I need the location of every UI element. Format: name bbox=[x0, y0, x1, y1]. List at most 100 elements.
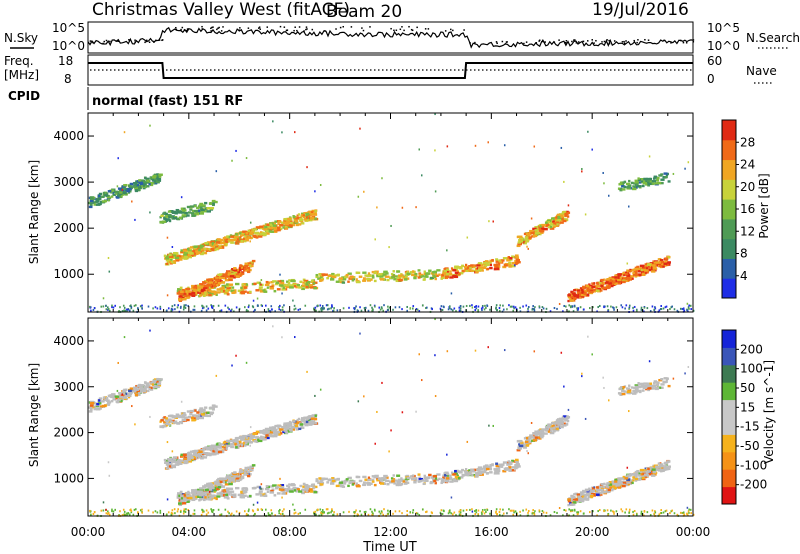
velocity-cell bbox=[261, 436, 265, 439]
power-colorbar-tick-label: 28 bbox=[740, 135, 755, 149]
velocity-cell bbox=[516, 465, 521, 468]
velocity-cell bbox=[103, 397, 107, 401]
power-cell bbox=[388, 306, 391, 309]
power-colorbar-color-step bbox=[722, 199, 736, 220]
velocity-cell bbox=[89, 406, 93, 410]
power-cell bbox=[450, 292, 453, 295]
velocity-cell bbox=[284, 426, 290, 430]
velocity-cell bbox=[191, 457, 194, 461]
velocity-cell bbox=[375, 477, 380, 480]
velocity-cell bbox=[275, 431, 281, 434]
velocity-cell bbox=[98, 402, 102, 405]
power-cell bbox=[549, 227, 555, 230]
power-cell bbox=[116, 185, 119, 188]
velocity-cell bbox=[241, 487, 245, 490]
power-cell bbox=[300, 222, 305, 225]
velocity-cell bbox=[114, 395, 120, 398]
noise-search-dot bbox=[186, 28, 189, 30]
velocity-cell bbox=[562, 424, 567, 427]
power-cell bbox=[129, 182, 134, 186]
velocity-cell bbox=[181, 500, 186, 504]
power-cell bbox=[655, 261, 659, 264]
velocity-cell bbox=[442, 476, 446, 480]
velocity-cell bbox=[277, 484, 282, 487]
noise-search-dot bbox=[201, 25, 203, 28]
velocity-cell bbox=[520, 441, 524, 444]
power-cell bbox=[348, 306, 350, 309]
velocity-cell bbox=[246, 435, 251, 439]
power-cell bbox=[364, 306, 367, 309]
power-cell bbox=[221, 245, 225, 249]
power-cell bbox=[409, 307, 412, 310]
velocity-cell bbox=[208, 406, 214, 410]
power-cell bbox=[452, 269, 457, 272]
power-cell bbox=[321, 307, 324, 310]
power-cell bbox=[269, 222, 274, 225]
power-cell bbox=[379, 278, 385, 281]
power-cell bbox=[402, 276, 407, 279]
power-cell bbox=[605, 281, 609, 284]
velocity-cell bbox=[255, 436, 260, 439]
velocity-cell bbox=[256, 485, 262, 489]
velocity-cell bbox=[238, 470, 243, 474]
power-cell bbox=[294, 216, 300, 220]
noise-search-dot bbox=[608, 39, 610, 42]
velocity-cell bbox=[648, 473, 653, 476]
power-cell bbox=[251, 259, 256, 263]
power-cell bbox=[240, 286, 243, 289]
power-cell bbox=[411, 307, 414, 310]
velocity-cell bbox=[215, 497, 218, 501]
power-cell bbox=[226, 275, 231, 278]
velocity-cell bbox=[621, 483, 626, 487]
power-colorbar-color-step bbox=[722, 139, 736, 161]
power-cell bbox=[135, 304, 137, 307]
velocity-cell bbox=[300, 418, 304, 421]
power-colorbar-tick-label: 16 bbox=[740, 202, 755, 216]
velocity-cell bbox=[489, 467, 493, 471]
power-cell bbox=[107, 190, 112, 193]
power-cell bbox=[269, 287, 275, 290]
power-cell bbox=[182, 297, 187, 301]
velocity-cell bbox=[265, 485, 269, 488]
velocity-cell bbox=[398, 483, 403, 486]
power-cell bbox=[534, 229, 538, 232]
power-cell bbox=[165, 262, 169, 266]
power-cell bbox=[659, 259, 664, 262]
velocity-cell bbox=[221, 449, 225, 453]
power-cell bbox=[208, 281, 214, 284]
velocity-cell bbox=[313, 416, 317, 420]
velocity-cell bbox=[483, 468, 488, 472]
power-cell bbox=[260, 279, 263, 282]
power-cell bbox=[224, 274, 228, 278]
noise-search-dot bbox=[161, 39, 163, 42]
power-cell bbox=[622, 277, 628, 280]
velocity-cell bbox=[198, 498, 203, 501]
power-cell bbox=[198, 248, 201, 252]
power-cell bbox=[634, 179, 639, 182]
power-cell bbox=[180, 305, 182, 308]
velocity-cell bbox=[103, 396, 108, 399]
power-cell bbox=[473, 264, 477, 267]
velocity-cell bbox=[305, 417, 310, 420]
power-colorbar-color-step bbox=[722, 258, 736, 279]
power-cell bbox=[299, 308, 301, 311]
power-cell bbox=[660, 305, 663, 308]
power-cell bbox=[149, 211, 151, 214]
power-cell bbox=[546, 223, 550, 226]
velocity-cell bbox=[208, 446, 212, 449]
velocity-cell bbox=[247, 440, 251, 443]
velocity-cell bbox=[230, 445, 234, 449]
power-cell bbox=[217, 281, 222, 285]
velocity-cell bbox=[191, 489, 195, 492]
power-cell bbox=[248, 304, 250, 307]
power-cell bbox=[549, 310, 552, 313]
velocity-cell bbox=[634, 470, 637, 474]
power-cell bbox=[422, 304, 424, 307]
power-cell bbox=[461, 270, 465, 273]
power-cell bbox=[403, 278, 408, 281]
power-cell bbox=[186, 296, 190, 299]
noise-search-dot bbox=[603, 40, 606, 43]
power-cell bbox=[219, 287, 224, 290]
velocity-cell bbox=[273, 432, 277, 435]
power-cell bbox=[565, 218, 569, 222]
